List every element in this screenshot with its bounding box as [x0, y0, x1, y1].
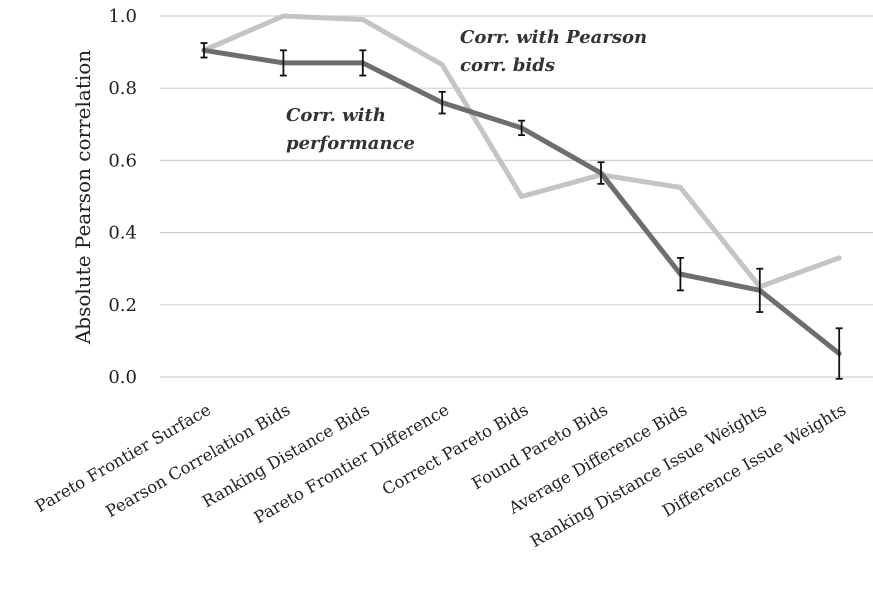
error-bar — [200, 42, 208, 59]
annotation-pearson-line1: Corr. with Pearson — [460, 27, 647, 48]
y-tick-label: 0.4 — [108, 223, 137, 244]
series-line — [201, 47, 842, 357]
error-bar — [438, 90, 446, 115]
error-bar — [676, 256, 684, 292]
error-bar — [835, 327, 843, 380]
annotation-pearson-line2: corr. bids — [460, 55, 555, 76]
error-bar — [359, 49, 367, 77]
error-bar — [279, 49, 287, 77]
y-tick-label: 0.6 — [108, 150, 137, 171]
y-tick-label: 1.0 — [108, 6, 137, 27]
series-lines — [200, 13, 843, 380]
annotation-performance-line1: Corr. with — [286, 105, 386, 126]
error-bar — [756, 267, 764, 313]
annotation-performance-line2: performance — [286, 133, 415, 154]
error-bar — [597, 161, 605, 185]
y-tick-label: 0.0 — [108, 367, 137, 388]
y-tick-label: 0.8 — [108, 78, 137, 99]
y-tick-label: 0.2 — [108, 295, 137, 316]
x-tick-label: Found Pareto Bids — [468, 400, 611, 493]
y-axis-title: Absolute Pearson correlation — [71, 50, 95, 345]
y-tick-labels: 0.0 0.2 0.4 0.6 0.8 1.0 — [108, 6, 137, 388]
error-bar — [518, 119, 526, 137]
x-tick-label: Correct Pareto Bids — [379, 400, 532, 499]
